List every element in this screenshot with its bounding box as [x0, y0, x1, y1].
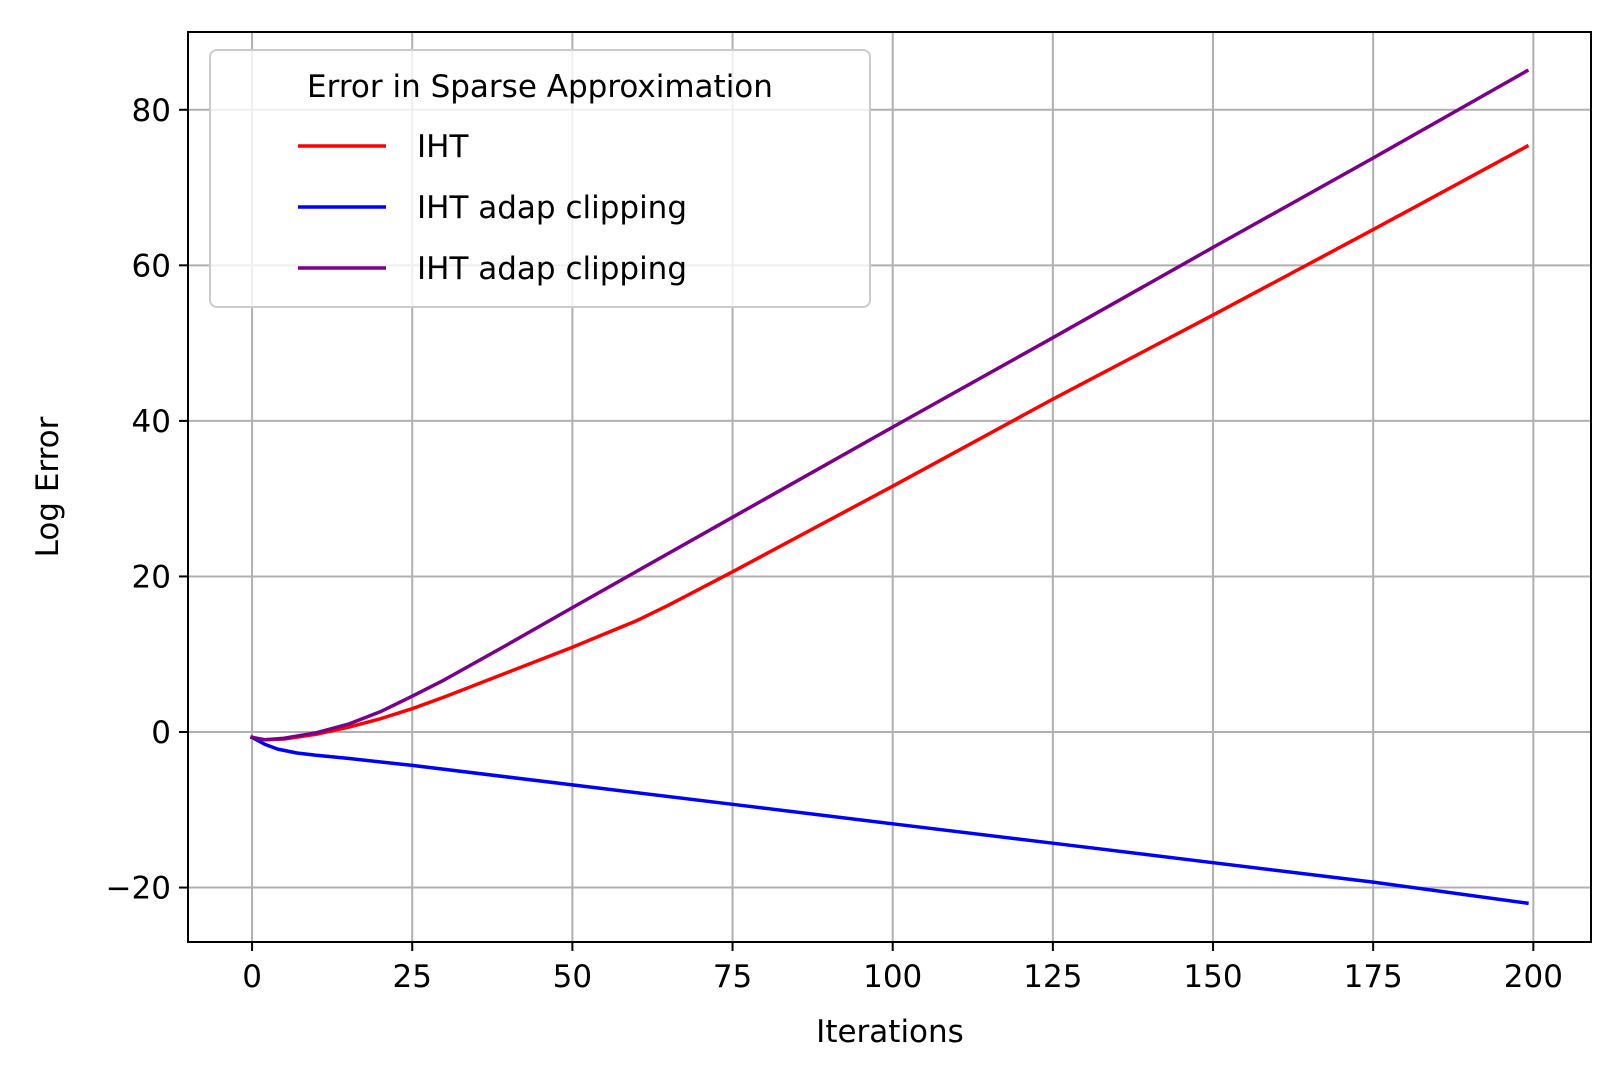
- axes-frame: [187, 31, 1592, 943]
- x-tick-label: 200: [1504, 959, 1563, 995]
- x-tick-label: 175: [1344, 959, 1403, 995]
- x-tick-label: 75: [713, 959, 752, 995]
- y-tick-label: 80: [132, 93, 171, 129]
- x-axis-title: Iterations: [816, 1014, 964, 1050]
- x-tick-label: 100: [863, 959, 922, 995]
- x-tick-label: 0: [242, 959, 262, 995]
- legend-label-3: IHT adap clipping: [417, 251, 687, 287]
- x-tick-label: 50: [553, 959, 592, 995]
- series-line-3: [250, 68, 1530, 742]
- ticks: 0 25 50 75 100 125 150 175 200 −20 0 20 40 60 80: [106, 93, 1563, 995]
- x-tick-label: 25: [392, 959, 431, 995]
- x-tick-label: 125: [1023, 959, 1082, 995]
- legend: Error in Sparse Approximation IHT IHT ada…: [209, 49, 871, 308]
- series-line-2: [249, 735, 1529, 906]
- legend-box: [209, 49, 871, 308]
- legend-label-1: IHT: [417, 129, 469, 165]
- legend-title: Error in Sparse Approximation: [307, 69, 773, 105]
- y-tick-label: 40: [132, 404, 171, 440]
- x-tick-label: 150: [1183, 959, 1242, 995]
- y-tick-label: 60: [132, 248, 171, 284]
- series-lines: [249, 68, 1530, 906]
- y-tick-label: −20: [106, 871, 171, 907]
- y-tick-label: 0: [151, 715, 171, 751]
- legend-label-2: IHT adap clipping: [417, 190, 687, 226]
- legend-entries: IHT IHT adap clipping IHT adap clipping: [298, 129, 687, 287]
- y-axis-title: Log Error: [30, 416, 66, 557]
- y-tick-label: 20: [132, 559, 171, 595]
